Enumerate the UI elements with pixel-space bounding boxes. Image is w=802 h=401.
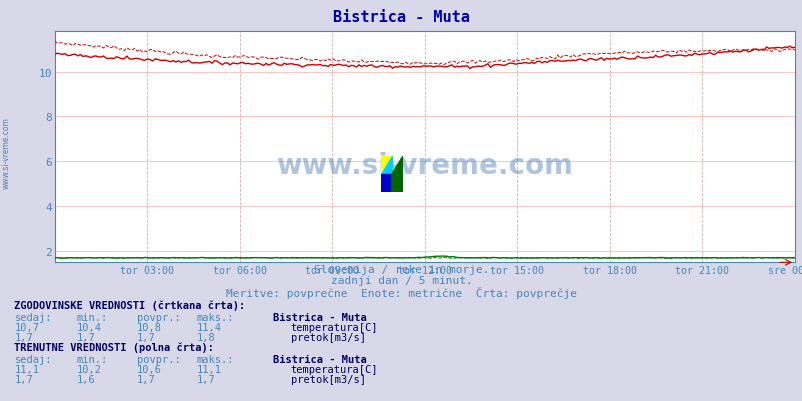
Text: 1,7: 1,7 xyxy=(14,374,33,384)
Text: 10,4: 10,4 xyxy=(76,322,101,332)
Text: maks.:: maks.: xyxy=(196,354,234,364)
Text: 10,8: 10,8 xyxy=(136,322,161,332)
Text: povpr.:: povpr.: xyxy=(136,354,180,364)
Text: 10,6: 10,6 xyxy=(136,364,161,374)
Text: temperatura[C]: temperatura[C] xyxy=(290,322,378,332)
Text: 11,1: 11,1 xyxy=(196,364,221,374)
Text: 1,7: 1,7 xyxy=(196,374,215,384)
Text: www.si-vreme.com: www.si-vreme.com xyxy=(2,117,11,188)
Text: pretok[m3/s]: pretok[m3/s] xyxy=(290,332,365,342)
Text: temperatura[C]: temperatura[C] xyxy=(290,364,378,374)
Polygon shape xyxy=(391,156,403,192)
Polygon shape xyxy=(380,174,391,192)
Text: 1,7: 1,7 xyxy=(136,332,155,342)
Text: Bistrica - Muta: Bistrica - Muta xyxy=(333,10,469,25)
Text: 10,7: 10,7 xyxy=(14,322,39,332)
Text: zadnji dan / 5 minut.: zadnji dan / 5 minut. xyxy=(330,275,472,286)
Text: sedaj:: sedaj: xyxy=(14,312,52,322)
Text: 10,2: 10,2 xyxy=(76,364,101,374)
Text: 11,4: 11,4 xyxy=(196,322,221,332)
Polygon shape xyxy=(380,156,391,174)
Polygon shape xyxy=(380,156,391,174)
Text: 11,1: 11,1 xyxy=(14,364,39,374)
Text: 1,7: 1,7 xyxy=(76,332,95,342)
Text: 1,7: 1,7 xyxy=(136,374,155,384)
Text: Bistrica - Muta: Bistrica - Muta xyxy=(273,354,367,364)
Text: Bistrica - Muta: Bistrica - Muta xyxy=(273,312,367,322)
Text: 1,8: 1,8 xyxy=(196,332,215,342)
Text: pretok[m3/s]: pretok[m3/s] xyxy=(290,374,365,384)
Text: Meritve: povprečne  Enote: metrične  Črta: povprečje: Meritve: povprečne Enote: metrične Črta:… xyxy=(225,286,577,298)
Text: maks.:: maks.: xyxy=(196,312,234,322)
Text: www.si-vreme.com: www.si-vreme.com xyxy=(276,152,573,180)
Text: ZGODOVINSKE VREDNOSTI (črtkana črta):: ZGODOVINSKE VREDNOSTI (črtkana črta): xyxy=(14,300,245,310)
Text: povpr.:: povpr.: xyxy=(136,312,180,322)
Text: 1,6: 1,6 xyxy=(76,374,95,384)
Text: sedaj:: sedaj: xyxy=(14,354,52,364)
Text: Slovenija / reke in morje.: Slovenija / reke in morje. xyxy=(314,265,488,275)
Text: min.:: min.: xyxy=(76,354,107,364)
Text: 1,7: 1,7 xyxy=(14,332,33,342)
Text: TRENUTNE VREDNOSTI (polna črta):: TRENUTNE VREDNOSTI (polna črta): xyxy=(14,342,214,352)
Text: min.:: min.: xyxy=(76,312,107,322)
